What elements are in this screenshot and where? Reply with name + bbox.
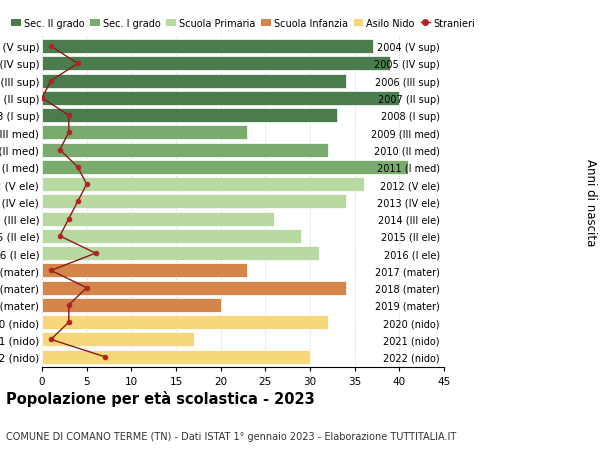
Bar bbox=[42, 109, 337, 123]
Bar bbox=[42, 178, 364, 192]
Bar bbox=[42, 281, 346, 295]
Bar bbox=[42, 315, 328, 330]
Bar bbox=[42, 161, 408, 174]
Bar bbox=[42, 195, 346, 209]
Bar bbox=[42, 143, 328, 157]
Bar bbox=[42, 246, 319, 261]
Bar bbox=[42, 40, 373, 54]
Bar bbox=[42, 126, 247, 140]
Text: COMUNE DI COMANO TERME (TN) - Dati ISTAT 1° gennaio 2023 - Elaborazione TUTTITAL: COMUNE DI COMANO TERME (TN) - Dati ISTAT… bbox=[6, 431, 456, 441]
Text: Anni di nascita: Anni di nascita bbox=[584, 158, 597, 246]
Text: Popolazione per età scolastica - 2023: Popolazione per età scolastica - 2023 bbox=[6, 390, 315, 406]
Bar bbox=[42, 230, 301, 243]
Bar bbox=[42, 212, 274, 226]
Bar bbox=[42, 92, 400, 106]
Legend: Sec. II grado, Sec. I grado, Scuola Primaria, Scuola Infanzia, Asilo Nido, Stran: Sec. II grado, Sec. I grado, Scuola Prim… bbox=[11, 18, 475, 28]
Bar bbox=[42, 298, 221, 312]
Bar bbox=[42, 57, 391, 71]
Bar bbox=[42, 350, 310, 364]
Bar bbox=[42, 264, 247, 278]
Bar bbox=[42, 333, 194, 347]
Bar bbox=[42, 74, 346, 89]
